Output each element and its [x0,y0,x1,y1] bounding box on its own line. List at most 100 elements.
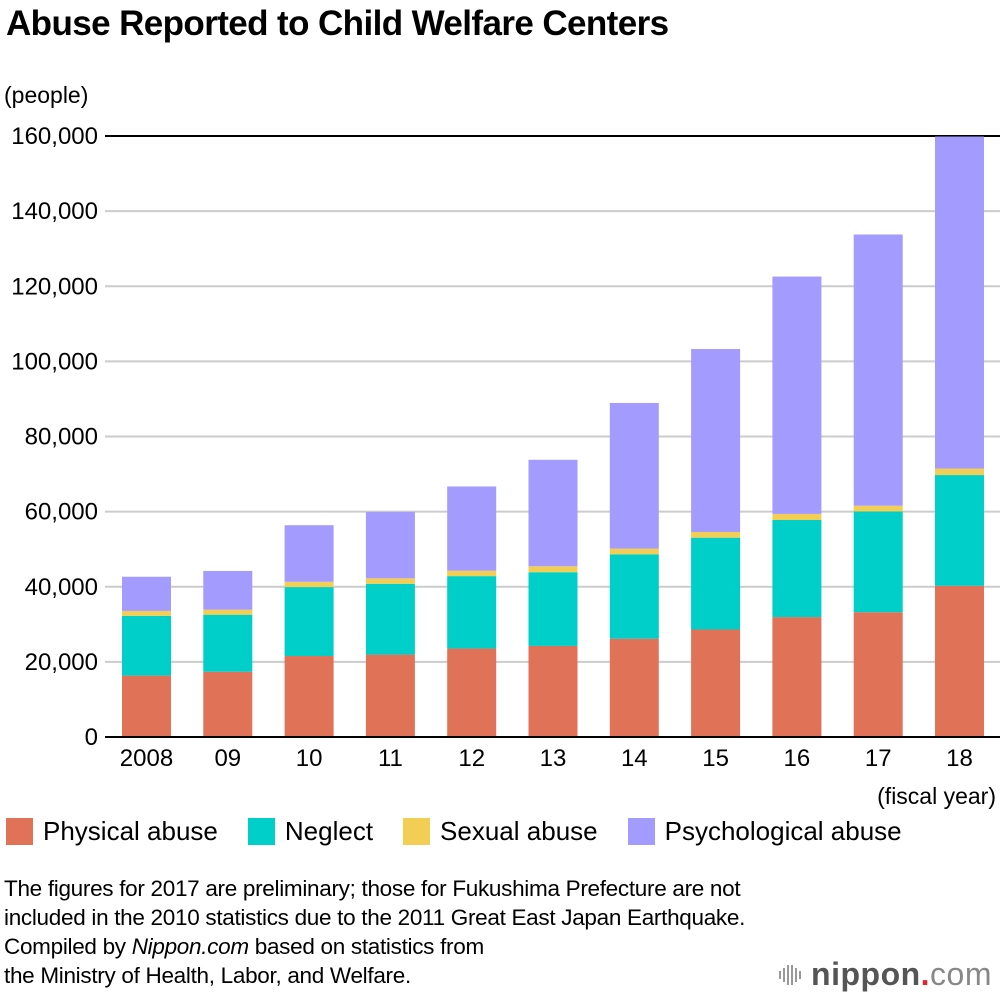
bar-segment-sexual-abuse [935,468,984,476]
bar-segment-physical-abuse [447,648,497,737]
logo-suffix: com [930,956,992,992]
legend-item-sexual-abuse: Sexual abuse [403,816,598,847]
bar-stack [284,525,334,737]
bar-segment-psychological-abuse [528,459,578,567]
x-tick-label: 14 [621,745,648,772]
y-tick-label: 40,000 [25,574,98,601]
bar-segment-psychological-abuse [609,402,659,549]
bar-segment-neglect [284,587,334,657]
bar-stack [528,459,578,737]
bar-stack [203,570,253,737]
bar-segment-psychological-abuse [853,234,903,506]
x-tick-label: 10 [296,745,323,772]
x-tick-label: 11 [378,745,403,772]
bar-segment-sexual-abuse [365,578,415,584]
source-notes: The figures for 2017 are preliminary; th… [4,874,745,990]
y-tick-label: 160,000 [11,123,98,150]
y-tick-label: 0 [85,724,98,751]
bar-segment-sexual-abuse [284,581,334,588]
legend-item-neglect: Neglect [247,816,374,847]
bar-segment-physical-abuse [365,654,415,737]
bar-segment-physical-abuse [284,656,334,737]
bar-segment-neglect [203,614,253,672]
bar-segment-physical-abuse [122,675,171,737]
y-tick-label: 80,000 [25,424,98,451]
legend-swatch-psychological-abuse [627,818,655,845]
chart-title: Abuse Reported to Child Welfare Centers [6,4,669,43]
bar-stack [853,234,903,737]
note-line: The figures for 2017 are preliminary; th… [4,876,741,901]
legend-swatch-sexual-abuse [403,818,431,845]
bar-segment-neglect [365,583,415,655]
legend-label: Neglect [284,816,374,846]
bar-segment-psychological-abuse [447,486,497,571]
y-tick-label: 120,000 [11,273,98,300]
bar-segment-neglect [772,520,822,618]
bar-segment-sexual-abuse [853,505,903,512]
note-text: Compiled by [4,934,132,959]
x-tick-label: 12 [458,745,485,772]
logo-brand: nippon [811,956,921,992]
y-tick-label: 100,000 [11,348,98,375]
x-axis-ticks: 2008 09 10 11 12 13 14 15 16 17 18 [105,736,1000,772]
note-line: the Ministry of Health, Labor, and Welfa… [4,963,411,988]
legend-label: Physical abuse [43,816,218,846]
bar-stack [122,576,171,737]
bar-segment-sexual-abuse [447,570,497,577]
x-tick-label: 2008 [120,745,173,772]
x-tick-label: 15 [702,745,729,772]
bars [122,136,984,737]
y-tick-label: 20,000 [25,649,98,676]
bar-segment-neglect [122,615,171,676]
bar-stack [365,511,415,737]
legend: Physical abuse Neglect Sexual abuse Psyc… [6,816,902,847]
legend-label: Psychological abuse [664,816,902,846]
bar-segment-psychological-abuse [772,276,822,514]
y-tick-label: 60,000 [25,499,98,526]
bar-stack [609,402,659,737]
x-tick-label: 18 [946,745,973,772]
legend-item-psychological-abuse: Psychological abuse [627,816,902,847]
note-text: based on statistics from [248,934,484,959]
bar-stack [772,276,822,737]
bar-segment-psychological-abuse [284,525,334,582]
x-tick-label: 16 [784,745,811,772]
legend-swatch-neglect [247,818,275,845]
nippon-logo: nippon.com [779,956,992,993]
y-tick-label: 140,000 [11,198,98,225]
legend-swatch-physical-abuse [6,818,33,845]
bar-segment-neglect [447,576,497,649]
bar-segment-psychological-abuse [691,349,741,532]
bar-segment-physical-abuse [691,629,741,737]
stacked-bar-chart: 0 20,000 40,000 60,000 80,000 100,000 120,000 1… [11,123,1000,772]
bar-segment-physical-abuse [528,645,578,737]
bar-segment-sexual-abuse [609,548,659,555]
bar-segment-sexual-abuse [203,609,253,615]
bar-segment-psychological-abuse [365,511,415,579]
bar-segment-neglect [935,475,984,586]
legend-item-physical-abuse: Physical abuse [6,816,218,847]
note-line: Compiled by Nippon.com based on statisti… [4,932,745,961]
y-axis-ticks: 0 20,000 40,000 60,000 80,000 100,000 120,000 1… [11,123,98,751]
bar-segment-psychological-abuse [935,136,984,469]
bar-segment-psychological-abuse [203,570,253,610]
legend-label: Sexual abuse [440,816,598,846]
x-tick-label: 09 [214,745,241,772]
bar-segment-physical-abuse [772,617,822,737]
bar-stack [691,349,741,737]
sound-wave-icon [779,964,803,985]
bar-segment-sexual-abuse [772,513,822,521]
bar-segment-physical-abuse [609,638,659,737]
bar-segment-neglect [609,554,659,639]
bar-segment-sexual-abuse [691,531,741,538]
bar-segment-neglect [853,511,903,613]
note-source-name: Nippon.com [131,934,249,959]
bar-segment-physical-abuse [935,585,984,737]
bar-segment-physical-abuse [203,671,253,737]
logo-wordmark: nippon.com [811,956,992,993]
bar-segment-sexual-abuse [122,610,171,616]
logo-dot: . [920,956,931,992]
x-tick-label: 13 [540,745,567,772]
bar-stack [935,136,984,737]
y-axis-unit-label: (people) [4,82,89,108]
